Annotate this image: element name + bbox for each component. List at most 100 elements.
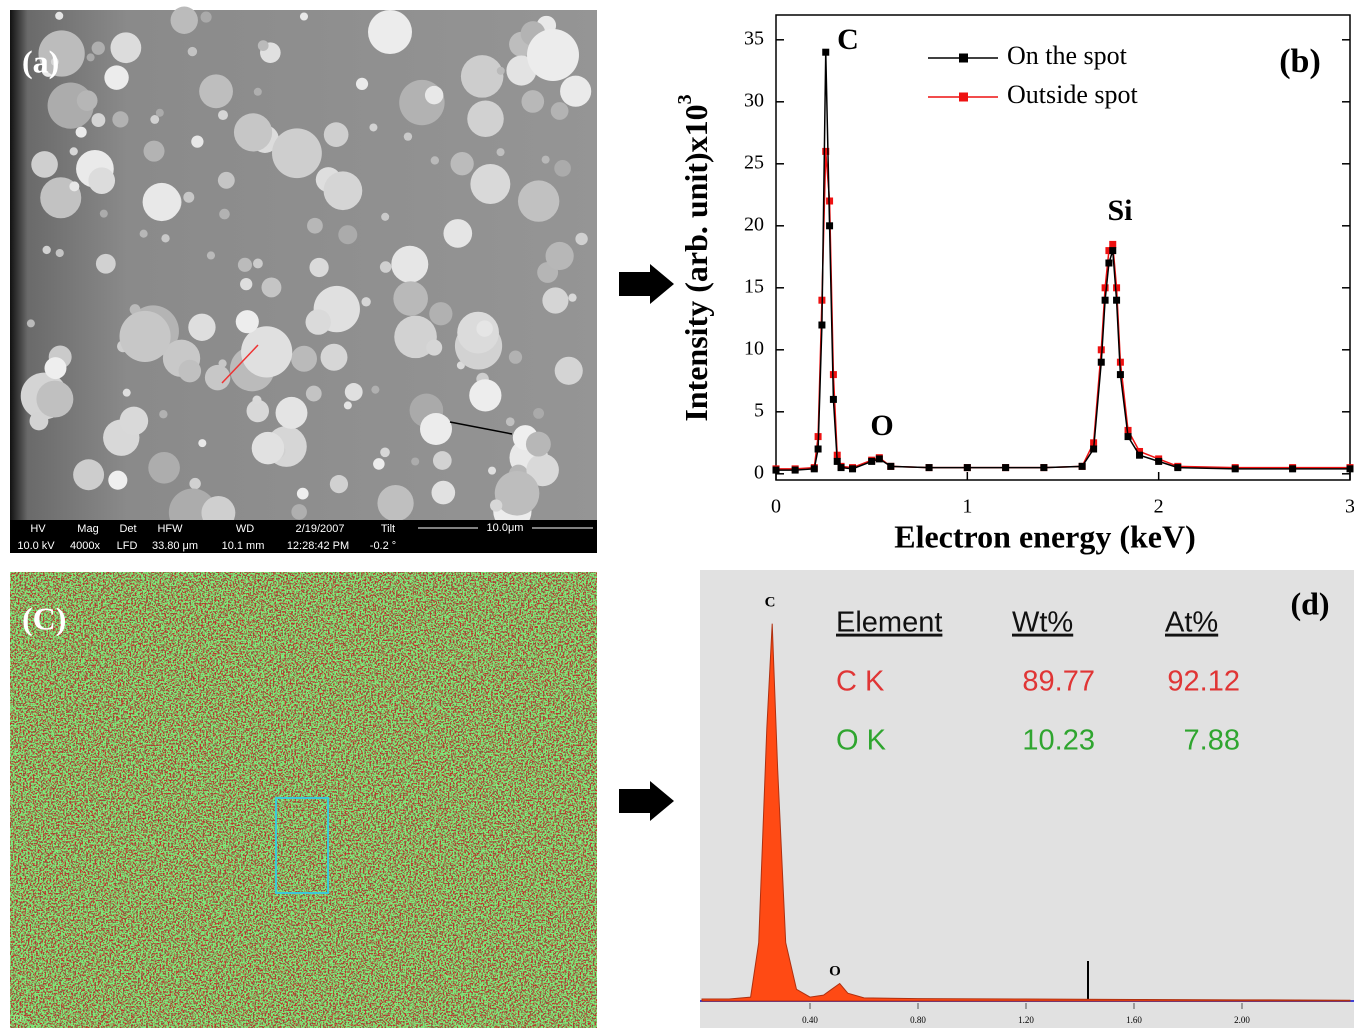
particle [150, 115, 160, 124]
particle [252, 395, 262, 405]
info-value: 12:28:42 PM [287, 540, 349, 552]
table-cell: 89.77 [1022, 666, 1095, 698]
particle [191, 135, 204, 148]
table-header: Element [836, 607, 942, 639]
particle [233, 113, 273, 152]
particle [217, 171, 235, 189]
particle [560, 75, 592, 107]
particle [355, 77, 369, 90]
y-tick-label: 0 [754, 461, 764, 483]
particle [178, 359, 202, 383]
particle [161, 234, 170, 243]
marker [1113, 296, 1121, 304]
particle [112, 111, 129, 128]
particle [309, 257, 329, 278]
particle [488, 466, 497, 475]
y-axis-label: Intensity (arb. unit)x103 [674, 94, 715, 421]
info-header: 2/19/2007 [296, 523, 345, 535]
particle [199, 74, 233, 109]
marker [1136, 447, 1144, 455]
info-header: HV [30, 523, 46, 535]
particle [296, 487, 309, 500]
particle [371, 385, 380, 394]
info-value: LFD [117, 540, 138, 552]
particle [323, 122, 349, 147]
particle [99, 209, 108, 218]
black-arrow [449, 421, 513, 435]
particle [206, 251, 216, 260]
table-cell: 7.88 [1184, 725, 1240, 757]
particle [299, 12, 309, 21]
particle [76, 90, 98, 111]
marker [1090, 445, 1098, 453]
particle [343, 401, 352, 410]
particle [470, 164, 511, 204]
marker [1109, 247, 1117, 255]
marker [1078, 462, 1086, 470]
particle [323, 171, 363, 211]
info-header: Tilt [381, 523, 395, 535]
legend-marker [959, 92, 968, 102]
particle [170, 6, 198, 34]
peak-label: C [765, 594, 776, 610]
plot-frame [775, 14, 1351, 481]
particle [568, 293, 577, 302]
particle [554, 160, 571, 177]
marker [829, 395, 837, 403]
particle [305, 309, 331, 335]
marker [810, 465, 818, 473]
particle [143, 140, 165, 162]
marker [1040, 464, 1048, 472]
x-tick-label: 1 [962, 496, 972, 518]
particle [240, 277, 253, 291]
particle [50, 57, 59, 66]
y-tick-label: 30 [744, 89, 764, 111]
legend-marker [959, 53, 968, 63]
marker [887, 462, 895, 470]
marker [1231, 465, 1239, 473]
y-tick-label: 20 [744, 213, 764, 235]
particle [88, 167, 116, 194]
particle [257, 40, 269, 51]
particle [443, 219, 473, 248]
particle [338, 225, 358, 245]
particle [361, 297, 371, 307]
arrow [619, 264, 674, 304]
particle [91, 41, 105, 55]
particle [42, 245, 51, 255]
y-axis-label-text: Intensity (arb. unit)x10 [678, 104, 714, 421]
table-cell: C K [836, 666, 885, 698]
x-tick-label: 1.60 [1126, 1015, 1142, 1025]
particle [460, 55, 504, 98]
particle [533, 407, 545, 419]
particle [517, 180, 560, 222]
table-cell: 10.23 [1022, 725, 1095, 757]
info-value: 4000x [70, 540, 100, 552]
info-header: HFW [157, 523, 183, 535]
x-axis-label: Electron energy (keV) [894, 518, 1196, 554]
marker [1136, 451, 1144, 459]
y-tick-label: 5 [754, 399, 764, 421]
x-tick-label: 1.20 [1018, 1015, 1034, 1025]
particle [429, 302, 453, 326]
particle [575, 232, 588, 246]
particle [432, 451, 452, 470]
particle [235, 310, 259, 334]
info-value: 10.1 mm [222, 540, 265, 552]
particle [496, 66, 505, 75]
particle [218, 110, 228, 121]
legend-label: Outside spot [1007, 80, 1139, 109]
particle [377, 485, 414, 522]
peak-label: O [870, 409, 893, 442]
info-header: Mag [77, 523, 98, 535]
particle [554, 356, 583, 385]
series-line [776, 52, 1350, 471]
particle [36, 380, 74, 418]
y-tick-label: 10 [744, 337, 764, 359]
marker [963, 464, 971, 472]
peak-label: Si [1107, 194, 1132, 227]
marker [849, 465, 857, 473]
particle [527, 29, 579, 81]
particle [204, 364, 231, 391]
particle [55, 248, 64, 258]
